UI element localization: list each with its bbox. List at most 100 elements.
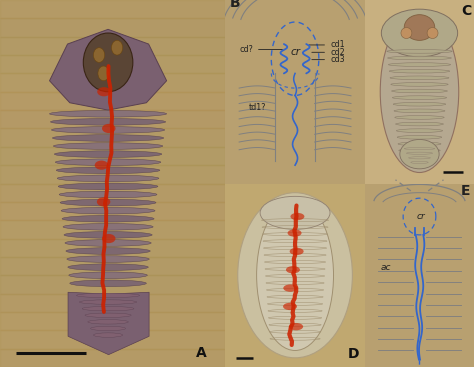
Ellipse shape: [260, 196, 330, 229]
Ellipse shape: [61, 207, 155, 214]
Text: cd2: cd2: [312, 48, 345, 57]
Bar: [0, 92, 225, 110]
Ellipse shape: [102, 124, 116, 133]
Ellipse shape: [380, 11, 459, 172]
Ellipse shape: [76, 293, 139, 298]
Bar: [0, 110, 225, 128]
Ellipse shape: [66, 248, 150, 254]
Bar: [0, 55, 225, 73]
Ellipse shape: [79, 300, 137, 304]
Text: cd3: cd3: [312, 55, 345, 64]
Ellipse shape: [388, 56, 451, 60]
Ellipse shape: [85, 313, 131, 317]
Ellipse shape: [289, 323, 303, 330]
Bar: [0, 275, 225, 294]
Ellipse shape: [392, 89, 447, 93]
Ellipse shape: [238, 193, 352, 358]
Ellipse shape: [97, 87, 111, 96]
Ellipse shape: [83, 33, 133, 92]
Ellipse shape: [397, 135, 442, 139]
Ellipse shape: [387, 50, 452, 53]
Ellipse shape: [256, 200, 334, 350]
Text: B: B: [229, 0, 240, 10]
Ellipse shape: [102, 234, 116, 243]
Ellipse shape: [404, 15, 435, 40]
Ellipse shape: [56, 167, 160, 174]
Text: cd1: cd1: [309, 40, 345, 50]
Ellipse shape: [63, 224, 153, 230]
Bar: [0, 147, 225, 165]
Ellipse shape: [70, 280, 146, 287]
Ellipse shape: [396, 122, 443, 126]
Ellipse shape: [53, 135, 164, 141]
Bar: [0, 37, 225, 55]
Ellipse shape: [381, 9, 457, 57]
Ellipse shape: [390, 76, 449, 80]
Bar: [0, 220, 225, 239]
Ellipse shape: [394, 109, 445, 113]
Bar: [0, 128, 225, 147]
Ellipse shape: [391, 83, 448, 86]
Bar: [0, 349, 225, 367]
Bar: [0, 165, 225, 184]
Ellipse shape: [98, 66, 109, 81]
Ellipse shape: [62, 215, 154, 222]
Ellipse shape: [396, 129, 443, 132]
Ellipse shape: [65, 240, 151, 246]
Bar: [0, 18, 225, 37]
Ellipse shape: [67, 256, 149, 262]
Ellipse shape: [51, 119, 165, 125]
Ellipse shape: [283, 303, 297, 310]
Bar: [0, 202, 225, 220]
Bar: [0, 312, 225, 330]
Ellipse shape: [401, 28, 412, 39]
Text: C: C: [461, 4, 471, 18]
Text: D: D: [348, 347, 360, 361]
Ellipse shape: [88, 320, 128, 324]
Bar: [0, 257, 225, 275]
Ellipse shape: [93, 48, 105, 62]
Text: A: A: [196, 346, 207, 360]
Ellipse shape: [60, 199, 156, 206]
Ellipse shape: [95, 160, 108, 170]
Bar: [0, 73, 225, 92]
Bar: [0, 239, 225, 257]
Ellipse shape: [283, 284, 297, 292]
Ellipse shape: [393, 102, 446, 106]
Ellipse shape: [398, 142, 441, 146]
Ellipse shape: [68, 264, 148, 270]
Ellipse shape: [82, 306, 134, 311]
Ellipse shape: [395, 116, 444, 119]
Ellipse shape: [392, 96, 447, 99]
Bar: [0, 330, 225, 349]
Ellipse shape: [286, 266, 300, 273]
Ellipse shape: [52, 127, 164, 133]
Text: E: E: [461, 184, 470, 197]
FancyBboxPatch shape: [225, 184, 365, 367]
Ellipse shape: [58, 183, 158, 190]
Ellipse shape: [399, 149, 440, 152]
Polygon shape: [49, 29, 166, 110]
Bar: [0, 294, 225, 312]
Ellipse shape: [389, 69, 450, 73]
Ellipse shape: [59, 191, 157, 198]
Text: td1?: td1?: [249, 103, 266, 112]
Ellipse shape: [93, 333, 123, 337]
Ellipse shape: [291, 213, 304, 220]
Bar: [0, 0, 225, 18]
Ellipse shape: [55, 159, 161, 166]
Ellipse shape: [290, 248, 304, 255]
Ellipse shape: [91, 326, 126, 331]
Ellipse shape: [57, 175, 159, 182]
Ellipse shape: [111, 40, 123, 55]
Ellipse shape: [54, 143, 163, 149]
Ellipse shape: [64, 232, 152, 238]
Ellipse shape: [288, 229, 301, 237]
Text: cd?: cd?: [239, 45, 283, 54]
FancyBboxPatch shape: [365, 0, 474, 184]
Text: cr: cr: [417, 212, 426, 221]
Bar: [0, 184, 225, 202]
Ellipse shape: [427, 28, 438, 39]
Ellipse shape: [97, 197, 110, 206]
Ellipse shape: [49, 110, 166, 117]
